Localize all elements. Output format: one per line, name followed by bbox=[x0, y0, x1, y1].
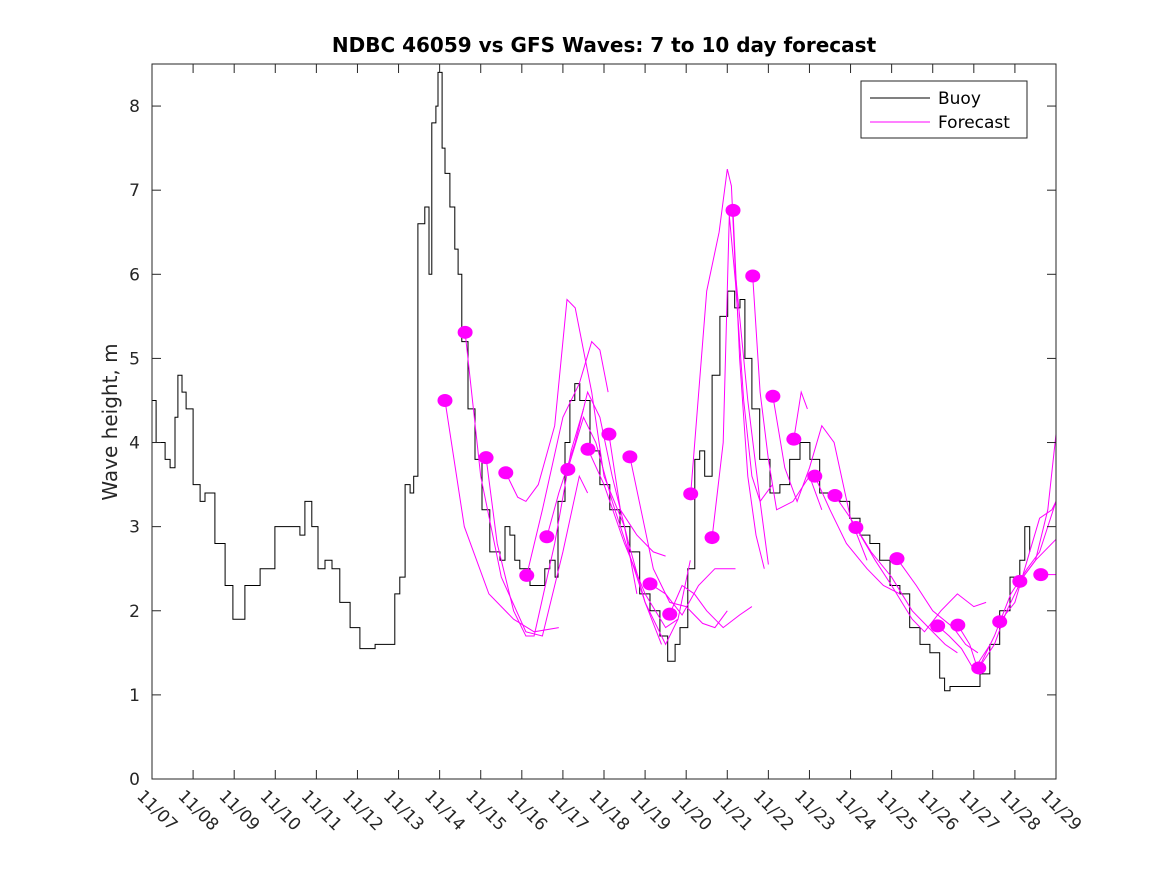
x-tick-label: 11/24 bbox=[831, 786, 880, 835]
forecast-point bbox=[930, 619, 946, 633]
forecast-point bbox=[745, 269, 761, 283]
x-tick-label: 11/25 bbox=[872, 786, 921, 835]
x-tick-label: 11/14 bbox=[420, 786, 469, 835]
y-tick-label: 0 bbox=[129, 770, 140, 790]
forecast-point bbox=[601, 427, 617, 441]
forecast-series-line bbox=[793, 390, 808, 440]
forecast-series-line bbox=[526, 340, 609, 576]
forecast-series-line bbox=[772, 396, 868, 561]
forecast-point bbox=[786, 432, 802, 446]
forecast-series-line bbox=[1019, 434, 1057, 582]
forecast-series-line bbox=[608, 434, 666, 557]
forecast-series-line bbox=[649, 568, 736, 616]
x-tick-label: 11/26 bbox=[913, 786, 962, 835]
forecast-point bbox=[539, 530, 555, 544]
x-tick-label: 11/17 bbox=[543, 786, 592, 835]
y-tick-label: 1 bbox=[129, 686, 140, 706]
chart-title: NDBC 46059 vs GFS Waves: 7 to 10 day for… bbox=[332, 33, 877, 57]
axes-frame bbox=[151, 63, 1057, 780]
forecast-series-line bbox=[855, 527, 987, 633]
forecast-series-line bbox=[587, 449, 691, 629]
forecast-series-line bbox=[464, 332, 589, 637]
x-tick-label: 11/20 bbox=[667, 786, 716, 835]
y-tick-label: 8 bbox=[129, 97, 140, 117]
x-tick-label: 11/12 bbox=[338, 786, 387, 835]
legend: Buoy Forecast bbox=[860, 80, 1028, 139]
y-tick-label: 5 bbox=[129, 349, 140, 369]
x-tick-label: 11/23 bbox=[790, 786, 839, 835]
forecast-point bbox=[848, 520, 864, 534]
forecast-point bbox=[971, 661, 987, 675]
forecast-point bbox=[580, 442, 596, 456]
x-tick-label: 11/21 bbox=[708, 786, 757, 835]
x-tick-label: 11/16 bbox=[502, 786, 551, 835]
x-tick-label: 11/29 bbox=[1036, 786, 1085, 835]
forecast-point bbox=[683, 487, 699, 501]
forecast-point bbox=[642, 577, 658, 591]
y-tick-label: 3 bbox=[129, 518, 140, 538]
forecast-point bbox=[478, 451, 494, 465]
x-tick-label: 11/28 bbox=[995, 786, 1044, 835]
x-tick-label: 11/08 bbox=[174, 786, 223, 835]
legend-forecast-label: Forecast bbox=[938, 113, 1010, 133]
forecast-series-line bbox=[567, 415, 679, 646]
forecast-point bbox=[1033, 568, 1049, 582]
forecast-point bbox=[1012, 574, 1028, 588]
y-tick-label: 4 bbox=[129, 434, 140, 454]
y-tick-label: 2 bbox=[129, 602, 140, 622]
forecast-point bbox=[622, 450, 638, 464]
forecast-point bbox=[560, 462, 576, 476]
forecast-point bbox=[765, 389, 781, 403]
forecast-series-line bbox=[546, 390, 662, 645]
x-tick-label: 11/27 bbox=[954, 786, 1003, 835]
x-tick-label: 11/22 bbox=[749, 786, 798, 835]
forecast-series-line bbox=[999, 501, 1057, 623]
forecast-point bbox=[498, 466, 514, 480]
forecast-series-line bbox=[896, 558, 979, 654]
forecast-series-line bbox=[629, 456, 728, 629]
forecast-point bbox=[519, 568, 535, 582]
forecast-series-line bbox=[505, 298, 638, 594]
y-tick-label: 6 bbox=[129, 265, 140, 285]
buoy-series-line bbox=[152, 71, 1031, 692]
legend-buoy-label: Buoy bbox=[938, 89, 981, 109]
x-tick-label: 11/18 bbox=[584, 786, 633, 835]
y-tick-label: 7 bbox=[129, 181, 140, 201]
forecast-point bbox=[807, 469, 823, 483]
forecast-series-line bbox=[669, 584, 753, 629]
forecast-point bbox=[827, 489, 843, 503]
plot-area bbox=[152, 71, 1057, 692]
forecast-point bbox=[662, 607, 678, 621]
forecast-series-line bbox=[711, 215, 773, 538]
forecast-point bbox=[992, 615, 1008, 629]
x-tick-label: 11/19 bbox=[626, 786, 675, 835]
forecast-point bbox=[704, 531, 720, 545]
x-tick-label: 11/09 bbox=[215, 786, 264, 835]
forecast-series-line bbox=[444, 400, 559, 633]
x-tick-label: 11/13 bbox=[379, 786, 428, 835]
forecast-point bbox=[725, 203, 741, 217]
forecast-point bbox=[457, 325, 473, 339]
forecast-point bbox=[889, 552, 905, 566]
x-tick-label: 11/10 bbox=[256, 786, 305, 835]
forecast-series-line bbox=[732, 210, 765, 569]
y-axis-label: Wave height, m bbox=[98, 343, 122, 500]
x-tick-label: 11/15 bbox=[461, 786, 510, 835]
x-tick-label: 11/07 bbox=[132, 786, 181, 835]
x-tick-label: 11/11 bbox=[297, 786, 346, 835]
forecast-series-line bbox=[937, 625, 991, 671]
forecast-series-line bbox=[814, 475, 901, 595]
forecast-point bbox=[437, 393, 453, 407]
axes: 01234567811/0711/0811/0911/1011/1111/121… bbox=[129, 63, 1085, 835]
forecast-series-line bbox=[690, 168, 769, 565]
forecast-point bbox=[950, 618, 966, 632]
